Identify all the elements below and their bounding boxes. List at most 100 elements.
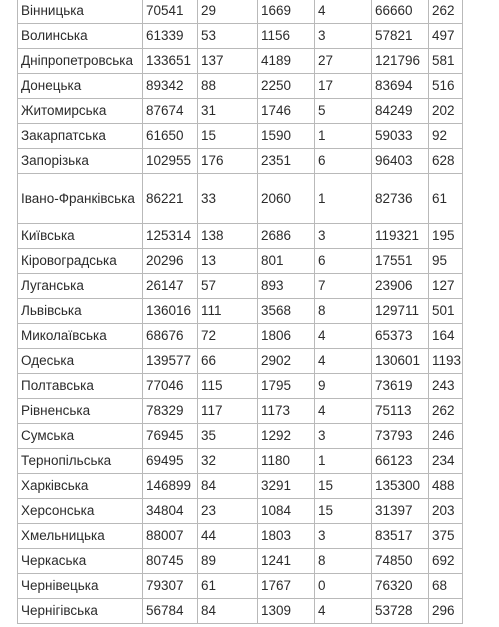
value-cell-4: 3 [314, 223, 372, 249]
value-cell-3: 1806 [257, 323, 315, 349]
table-row: Одеська 139577 66 2902 4 130601 1193 [17, 348, 463, 374]
region-name-cell: Закарпатська [17, 123, 143, 149]
value-cell-2: 137 [197, 48, 258, 74]
value-cell-2: 72 [197, 323, 258, 349]
total-cell: 87674 [142, 98, 198, 124]
value-cell-5: 66123 [371, 448, 429, 474]
value-cell-4: 1 [314, 173, 372, 224]
region-name-cell: Івано-​Франківська [17, 173, 143, 224]
value-cell-6: 164 [428, 323, 463, 349]
value-cell-5: 130601 [371, 348, 429, 374]
region-name-cell: Чернівецька [17, 573, 143, 599]
region-name-cell: Дніпропетровська [17, 48, 143, 74]
region-name-cell: Хмельницька [17, 523, 143, 549]
value-cell-5: 59033 [371, 123, 429, 149]
total-cell: 68676 [142, 323, 198, 349]
table-row: Чернігівська 56784 84 1309 4 53728 296 [17, 598, 463, 624]
value-cell-4: 6 [314, 248, 372, 274]
value-cell-2: 32 [197, 448, 258, 474]
total-cell: 146899 [142, 473, 198, 499]
value-cell-4: 15 [314, 498, 372, 524]
value-cell-5: 23906 [371, 273, 429, 299]
table-row: Полтавська 77046 115 1795 9 73619 243 [17, 373, 463, 399]
value-cell-6: 95 [428, 248, 463, 274]
region-name-cell: Луганська [17, 273, 143, 299]
table-row: Чернівецька 79307 61 1767 0 76320 68 [17, 573, 463, 599]
value-cell-6: 581 [428, 48, 463, 74]
value-cell-3: 2351 [257, 148, 315, 174]
value-cell-2: 66 [197, 348, 258, 374]
value-cell-3: 2060 [257, 173, 315, 224]
value-cell-4: 5 [314, 98, 372, 124]
total-cell: 69495 [142, 448, 198, 474]
region-name-cell: Запорізька [17, 148, 143, 174]
regions-table-body: Вінницька 70541 29 1669 4 66660 262 Волинська 61… [17, 0, 463, 624]
value-cell-2: 89 [197, 548, 258, 574]
value-cell-2: 23 [197, 498, 258, 524]
region-name-cell: Чернігівська [17, 598, 143, 624]
total-cell: 26147 [142, 273, 198, 299]
value-cell-2: 57 [197, 273, 258, 299]
value-cell-4: 4 [314, 398, 372, 424]
value-cell-2: 138 [197, 223, 258, 249]
value-cell-6: 262 [428, 398, 463, 424]
value-cell-3: 801 [257, 248, 315, 274]
value-cell-6: 1193 [428, 348, 463, 374]
table-row: Черкаська 80745 89 1241 8 74850 692 [17, 548, 463, 574]
region-name-cell: Сумська [17, 423, 143, 449]
total-cell: 34804 [142, 498, 198, 524]
value-cell-4: 3 [314, 523, 372, 549]
value-cell-4: 4 [314, 323, 372, 349]
value-cell-5: 82736 [371, 173, 429, 224]
value-cell-3: 1669 [257, 0, 315, 24]
region-name-cell: Полтавська [17, 373, 143, 399]
value-cell-5: 84249 [371, 98, 429, 124]
value-cell-4: 1 [314, 123, 372, 149]
value-cell-6: 68 [428, 573, 463, 599]
region-name-cell: Київська [17, 223, 143, 249]
value-cell-6: 628 [428, 148, 463, 174]
table-row: Дніпропетровська 133651 137 4189 27 121796 581 [17, 48, 463, 74]
total-cell: 56784 [142, 598, 198, 624]
table-row: Івано-​Франківська 86221 33 2060 1 82736 61 [17, 173, 463, 224]
value-cell-4: 4 [314, 598, 372, 624]
total-cell: 70541 [142, 0, 198, 24]
value-cell-3: 893 [257, 273, 315, 299]
value-cell-5: 83517 [371, 523, 429, 549]
table-row: Хмельницька 88007 44 1803 3 83517 375 [17, 523, 463, 549]
value-cell-6: 296 [428, 598, 463, 624]
value-cell-3: 1746 [257, 98, 315, 124]
region-name-cell: Черкаська [17, 548, 143, 574]
value-cell-5: 76320 [371, 573, 429, 599]
value-cell-4: 3 [314, 423, 372, 449]
total-cell: 102955 [142, 148, 198, 174]
value-cell-5: 129711 [371, 298, 429, 324]
value-cell-4: 7 [314, 273, 372, 299]
value-cell-3: 2902 [257, 348, 315, 374]
value-cell-6: 262 [428, 0, 463, 24]
region-name-cell: Одеська [17, 348, 143, 374]
region-name-cell: Кіровоградська [17, 248, 143, 274]
table-row: Вінницька 70541 29 1669 4 66660 262 [17, 0, 463, 24]
table-row: Запорізька 102955 176 2351 6 96403 628 [17, 148, 463, 174]
value-cell-3: 1180 [257, 448, 315, 474]
value-cell-3: 2686 [257, 223, 315, 249]
value-cell-3: 1803 [257, 523, 315, 549]
total-cell: 139577 [142, 348, 198, 374]
value-cell-3: 1241 [257, 548, 315, 574]
value-cell-6: 488 [428, 473, 463, 499]
table-row: Донецька 89342 88 2250 17 83694 516 [17, 73, 463, 99]
value-cell-5: 83694 [371, 73, 429, 99]
value-cell-5: 96403 [371, 148, 429, 174]
value-cell-2: 117 [197, 398, 258, 424]
total-cell: 125314 [142, 223, 198, 249]
value-cell-2: 61 [197, 573, 258, 599]
table-row: Житомирська 87674 31 1746 5 84249 202 [17, 98, 463, 124]
value-cell-2: 88 [197, 73, 258, 99]
value-cell-5: 121796 [371, 48, 429, 74]
region-name-cell: Житомирська [17, 98, 143, 124]
total-cell: 88007 [142, 523, 198, 549]
value-cell-2: 44 [197, 523, 258, 549]
table-row: Миколаївська 68676 72 1806 4 65373 164 [17, 323, 463, 349]
value-cell-6: 202 [428, 98, 463, 124]
